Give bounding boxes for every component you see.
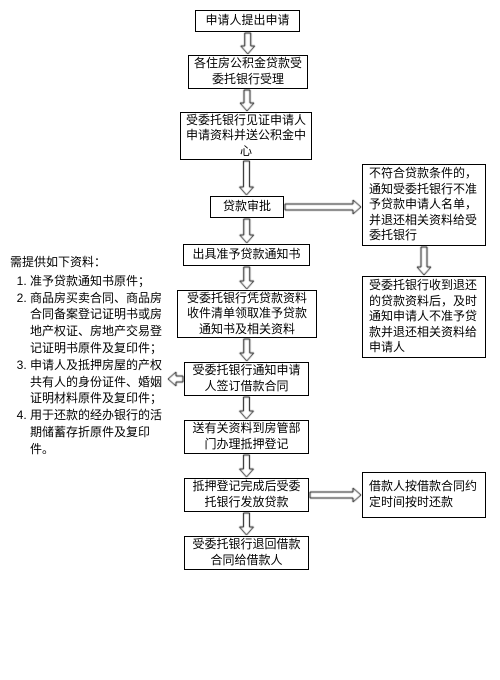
node-bank-collect: 受委托银行凭贷款资料收件清单领取准予贷款通知书及相关资料	[177, 290, 317, 338]
node-reject-return: 受委托银行收到退还的贷款资料后，及时通知申请人不准予贷款并退还相关资料给申请人	[362, 276, 486, 358]
note-item: 申请人及抵押房屋的产权共有人的身份证件、婚姻证明材料原件及复印件；	[30, 357, 170, 407]
node-bank-witness: 受委托银行见证申请人申请资料并送公积金中心	[180, 112, 312, 160]
node-issue-loan: 抵押登记完成后受委托银行发放贷款	[184, 478, 309, 512]
note-title: 需提供如下资料：	[10, 254, 170, 271]
node-reject-notify: 不符合贷款条件的，通知受委托银行不准予贷款申请人名单，并退还相关资料给受委托银行	[362, 164, 486, 246]
node-repay: 借款人按借款合同约定时间按时还款	[362, 472, 486, 518]
node-loan-approval: 贷款审批	[210, 196, 284, 218]
node-bank-accept: 各住房公积金贷款受委托银行受理	[188, 55, 308, 89]
note-item: 用于还款的经办银行的活期储蓄存折原件及复印件。	[30, 407, 170, 457]
note-item: 商品房买卖合同、商品房合同备案登记证明书或房地产权证、房地产交易登记证明书原件及…	[30, 290, 170, 357]
note-item: 准予贷款通知书原件；	[30, 273, 170, 290]
node-sign-contract: 受委托银行通知申请人签订借款合同	[184, 362, 309, 396]
node-mortgage-reg: 送有关资料到房管部门办理抵押登记	[184, 420, 309, 454]
node-apply: 申请人提出申请	[195, 10, 300, 32]
node-return-contract: 受委托银行退回借款合同给借款人	[184, 536, 309, 570]
required-documents-note: 需提供如下资料： 准予贷款通知书原件； 商品房买卖合同、商品房合同备案登记证明书…	[10, 254, 170, 458]
note-list: 准予贷款通知书原件； 商品房买卖合同、商品房合同备案登记证明书或房地产权证、房地…	[10, 273, 170, 458]
node-issue-notice: 出具准予贷款通知书	[183, 244, 310, 266]
